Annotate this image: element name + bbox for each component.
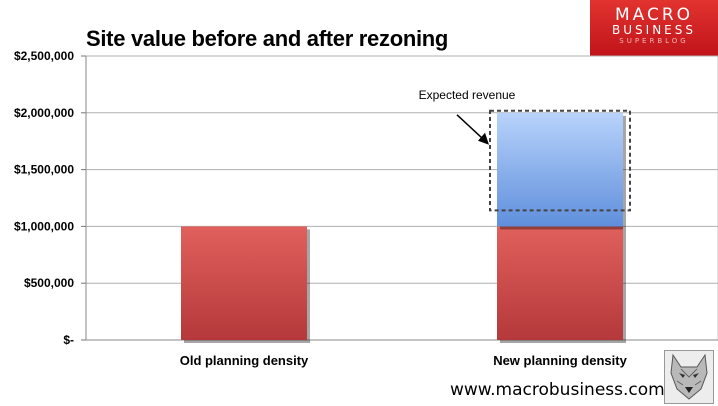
- y-tick-label: $2,000,000: [14, 106, 74, 120]
- y-tick-label: $1,000,000: [14, 219, 74, 233]
- y-tick-label: $1,500,000: [14, 163, 74, 177]
- logo-line-2: BUSINESS: [612, 23, 696, 37]
- annotation-box: [489, 109, 631, 212]
- x-category-label: New planning density: [493, 353, 627, 368]
- logo-line-1: MACRO: [614, 5, 694, 25]
- x-category-label: Old planning density: [180, 353, 309, 368]
- macrobusiness-logo: MACRO BUSINESS SUPERBLOG: [590, 0, 718, 56]
- bar-expected-revenue: [497, 112, 623, 227]
- annotation-arrow-head: [478, 132, 489, 145]
- annotation-arrow-line: [456, 114, 486, 142]
- logo-line-3: SUPERBLOG: [619, 37, 689, 45]
- chart-title: Site value before and after rezoning: [86, 26, 449, 51]
- y-tick-label: $2,500,000: [14, 49, 74, 63]
- y-tick-label: $500,000: [24, 276, 74, 290]
- website-url: www.macrobusiness.com.au: [450, 380, 692, 400]
- bar-site-value: [497, 226, 623, 340]
- bar-site-value: [181, 226, 307, 340]
- annotation-label: Expected revenue: [419, 88, 516, 102]
- wolf-logo-icon: [664, 350, 714, 404]
- y-tick-label: $-: [63, 333, 74, 347]
- plot-area: $- $500,000 $1,000,000 $1,500,000 $2,000,000…: [14, 49, 718, 368]
